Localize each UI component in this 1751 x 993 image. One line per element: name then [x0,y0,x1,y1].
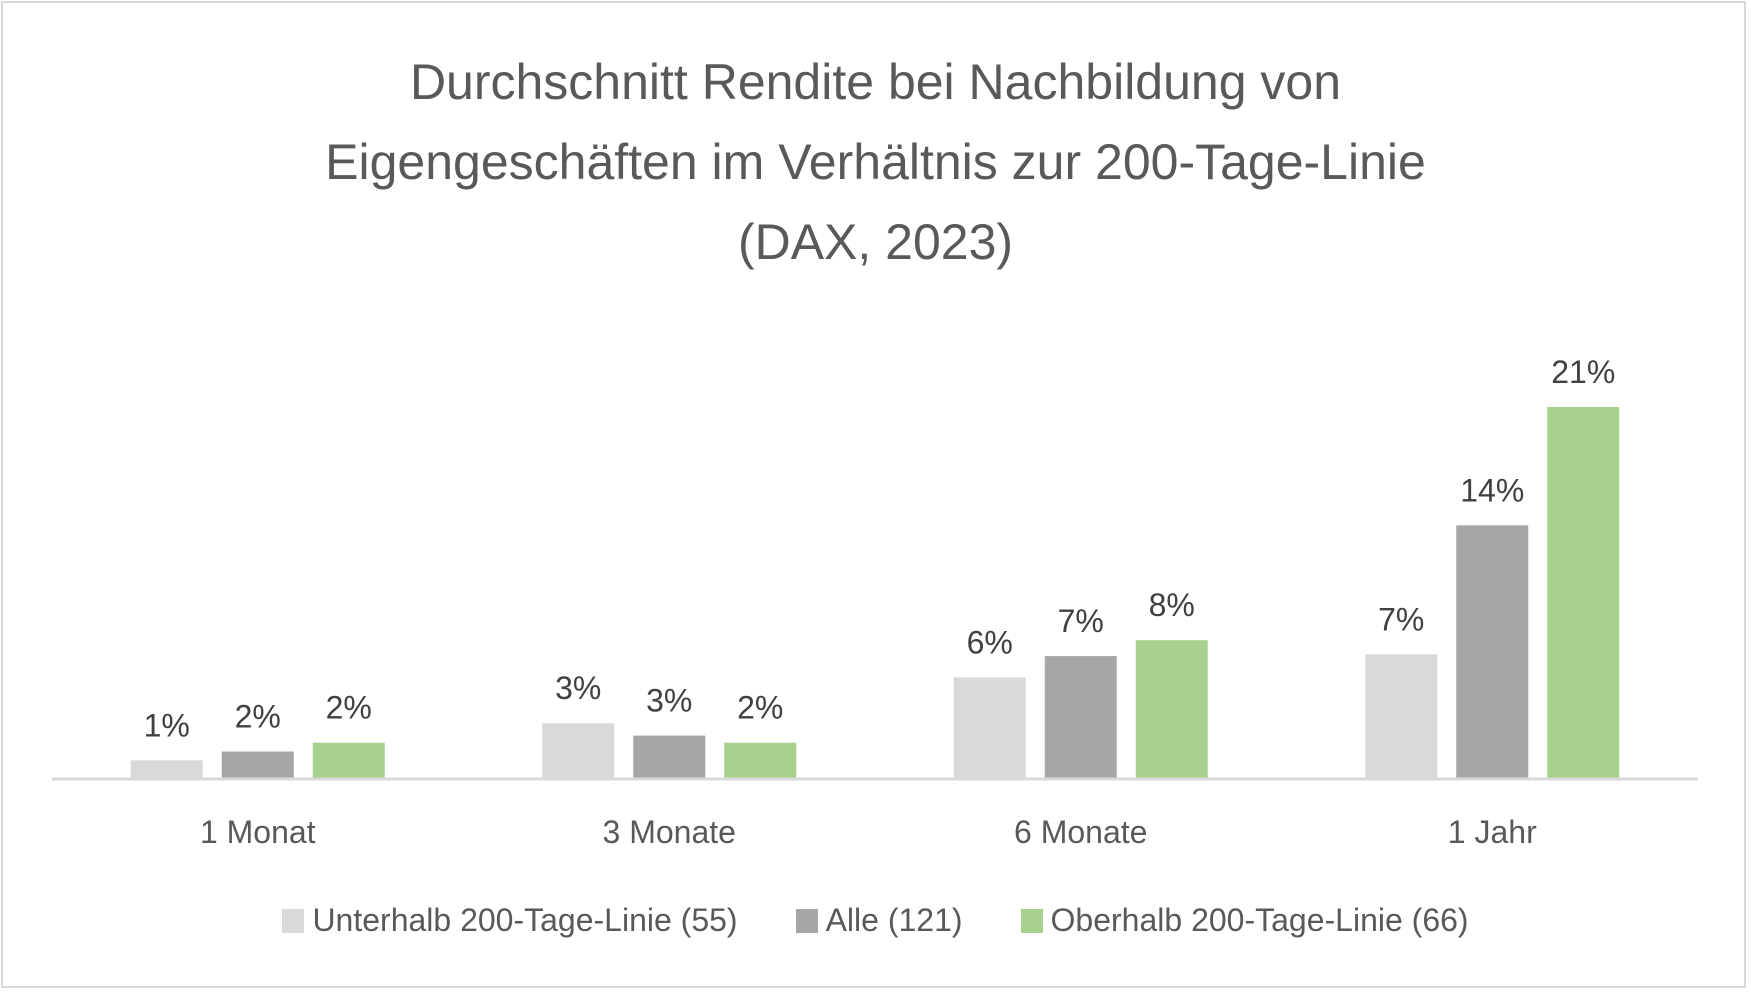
bar-oberhalb-1 [312,742,385,778]
bar-alle-2 [633,735,706,778]
legend-label-unterhalb: Unterhalb 200-Tage-Linie (55) [312,902,738,938]
data-label-alle-4: 14% [1460,472,1524,508]
bar-oberhalb-4 [1547,407,1620,778]
data-label-unterhalb-4: 7% [1378,601,1424,637]
bar-alle-3 [1044,656,1117,778]
data-label-unterhalb-3: 6% [967,624,1013,660]
data-label-oberhalb-3: 8% [1149,587,1195,623]
x-tick-label-1: 1 Monat [200,814,316,850]
x-tick-label-3: 6 Monate [1014,814,1147,850]
data-label-oberhalb-2: 2% [737,690,783,726]
legend-label-alle: Alle (121) [825,902,963,938]
bar-unterhalb-1 [130,760,203,778]
legend-item-oberhalb: Oberhalb 200-Tage-Linie (66) [1020,902,1469,939]
x-tick-label-2: 3 Monate [603,814,736,850]
title-line-1: Durchschnitt Rendite bei Nachbildung von [409,54,1342,110]
data-label-oberhalb-4: 21% [1551,354,1615,390]
legend-swatch-oberhalb [1020,908,1043,933]
bar-alle-1 [221,751,294,778]
bar-unterhalb-4 [1365,654,1438,778]
bar-alle-4 [1456,525,1529,778]
legend-item-unterhalb: Unterhalb 200-Tage-Linie (55) [282,902,738,939]
legend-item-alle: Alle (121) [795,902,963,939]
bar-oberhalb-2 [724,742,797,778]
data-label-alle-2: 3% [646,683,692,719]
data-label-alle-3: 7% [1058,603,1104,639]
legend: Unterhalb 200-Tage-Linie (55) Alle (121)… [0,902,1751,939]
data-label-alle-1: 2% [235,699,281,735]
chart-title: Durchschnitt Rendite bei Nachbildung von… [0,42,1751,282]
bar-unterhalb-2 [542,723,615,778]
bar-unterhalb-3 [953,677,1026,778]
title-line-3: (DAX, 2023) [737,214,1014,270]
legend-label-oberhalb: Oberhalb 200-Tage-Linie (66) [1050,902,1469,938]
data-label-unterhalb-2: 3% [555,670,601,706]
x-tick-label-4: 1 Jahr [1448,814,1537,850]
legend-swatch-unterhalb [282,908,305,933]
legend-swatch-alle [795,908,818,933]
title-line-2: Eigengeschäften im Verhältnis zur 200-Ta… [325,134,1426,190]
data-label-oberhalb-1: 2% [326,690,372,726]
bar-oberhalb-3 [1135,640,1208,778]
data-label-unterhalb-1: 1% [144,707,190,743]
